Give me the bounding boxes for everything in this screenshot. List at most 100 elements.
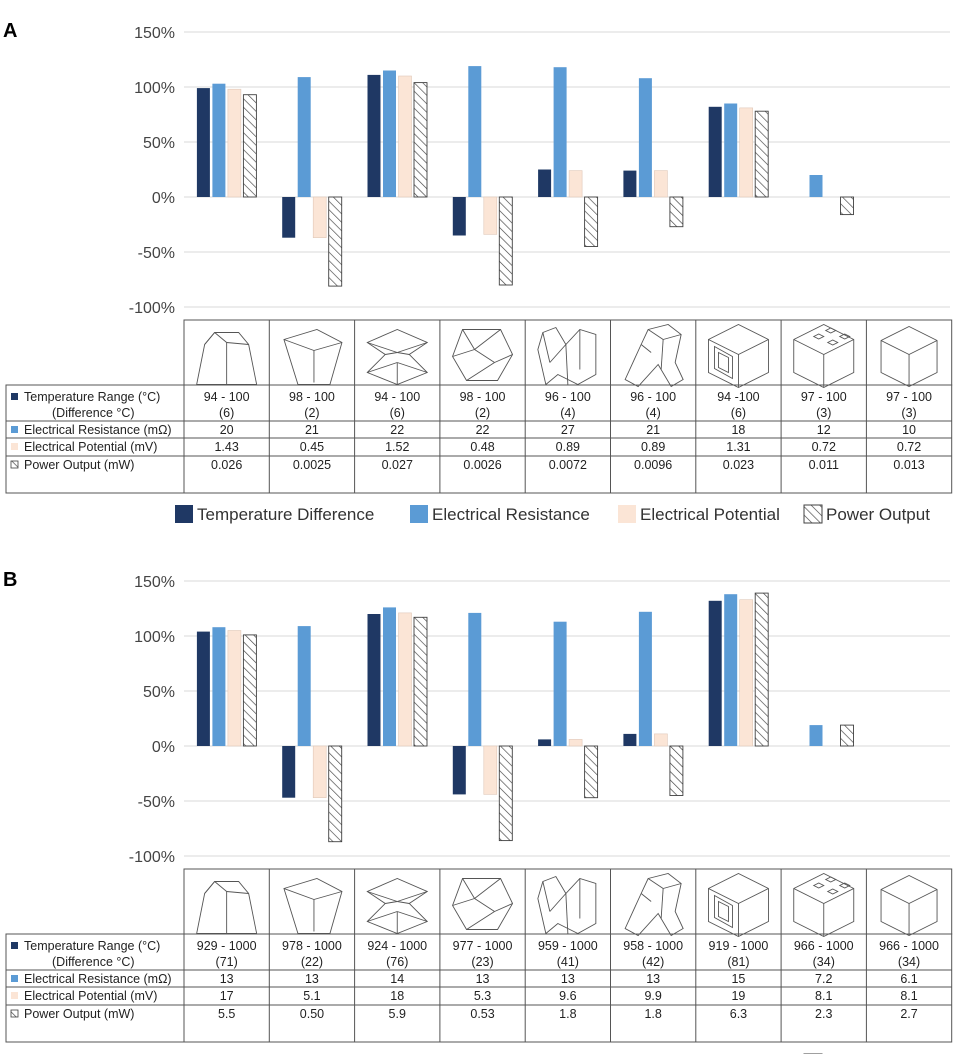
bar-resistance (724, 103, 738, 197)
cell-resistance: 22 (476, 423, 490, 437)
hollow-cube-icon (708, 323, 769, 389)
bar-resistance (553, 621, 567, 746)
folded-v-block-icon-edge (549, 344, 567, 363)
perforated-cube-icon-part (826, 339, 839, 346)
cell-resistance: 7.2 (815, 972, 832, 986)
cell-power: 5.9 (389, 1007, 406, 1021)
folded-v-block-icon-edge (542, 332, 551, 363)
cell-resistance: 13 (220, 972, 234, 986)
bar-power (669, 196, 684, 228)
cell-resistance: 27 (561, 423, 575, 437)
row-label-power: Power Output (mW) (24, 1007, 134, 1021)
faceted-polyhedron-icon-edge (474, 349, 495, 363)
cell-temp-range: 966 - 1000 (794, 939, 854, 953)
cell-temp-diff: (2) (304, 406, 319, 420)
faceted-polyhedron-icon-edge (466, 362, 495, 381)
cube-icon-edge (908, 340, 938, 355)
bar-resistance (724, 594, 738, 746)
hourglass-icon (366, 878, 429, 934)
cell-temp-range: 96 - 100 (630, 390, 676, 404)
twisted-frustum-icon-edge (283, 888, 315, 900)
hollow-cube-icon-edge (738, 339, 769, 355)
cell-potential: 0.45 (300, 440, 324, 454)
bar-temperature (282, 746, 296, 798)
hollow-cube-icon-part (714, 894, 733, 929)
cell-temp-diff: (76) (386, 955, 408, 969)
hourglass-icon-edge (397, 901, 410, 904)
y-tick-label: 150% (134, 574, 175, 591)
bar-temperature (452, 746, 466, 795)
bar-resistance (468, 66, 482, 197)
twisted-frustum-icon-part (283, 878, 343, 934)
cell-power: 2.7 (900, 1007, 917, 1021)
cell-resistance: 13 (476, 972, 490, 986)
perforated-cube-icon-part (793, 872, 855, 938)
legend-label-temperature: Temperature Difference (197, 505, 374, 524)
bent-y-block-icon-part (624, 873, 684, 937)
cell-potential: 0.72 (812, 440, 836, 454)
legend-swatch-potential (11, 443, 18, 450)
bar-resistance (297, 77, 311, 197)
bar-power (242, 94, 257, 198)
bar-temperature (708, 106, 722, 197)
cell-potential: 5.1 (303, 989, 320, 1003)
cell-potential: 17 (220, 989, 234, 1003)
legend-swatch-temperature (11, 942, 18, 949)
frustum-icon-edge (226, 891, 249, 894)
y-tick-label: 100% (134, 80, 175, 97)
legend-label-resistance: Electrical Resistance (432, 505, 590, 524)
cell-power: 6.3 (730, 1007, 747, 1021)
cell-power: 1.8 (559, 1007, 576, 1021)
panel-a: A 150% 100% 50% 0% -50% -100% Temperature Range… (3, 20, 953, 524)
cell-temp-diff: (6) (390, 406, 405, 420)
faceted-polyhedron-icon-edge (466, 911, 495, 930)
cell-temp-diff: (3) (816, 406, 831, 420)
hourglass-icon-edge (367, 342, 398, 353)
shape-row-border (183, 868, 953, 935)
shape-row-border (183, 319, 953, 386)
faceted-polyhedron-icon-edge (474, 898, 495, 912)
cell-temp-range: 96 - 100 (545, 390, 591, 404)
cell-temp-diff: (6) (731, 406, 746, 420)
row-label-resistance: Electrical Resistance (mΩ) (24, 972, 172, 986)
faceted-polyhedron-icon-edge (494, 903, 513, 912)
hollow-cube-icon-part (708, 323, 769, 389)
bent-y-block-icon-part (624, 324, 684, 388)
bar-resistance (638, 611, 652, 746)
cell-resistance: 6.1 (900, 972, 917, 986)
bar-power (840, 724, 854, 747)
cell-resistance: 13 (305, 972, 319, 986)
hollow-cube-icon-part (718, 900, 729, 923)
frustum-icon-edge (204, 332, 215, 345)
cell-temp-diff: (34) (898, 955, 920, 969)
cell-resistance: 21 (305, 423, 319, 437)
cell-temp-diff: (4) (646, 406, 661, 420)
bar-resistance (383, 607, 396, 746)
twisted-frustum-icon (283, 329, 343, 385)
cell-resistance: 10 (902, 423, 916, 437)
twisted-frustum-icon-part (283, 329, 343, 385)
frustum-icon-edge (204, 881, 215, 894)
bar-potential (568, 170, 583, 198)
frustum-icon (196, 881, 258, 934)
y-tick-label: -100% (129, 849, 175, 866)
folded-v-block-icon-edge (565, 893, 569, 934)
frustum-icon-edge (214, 881, 227, 892)
cell-potential: 0.48 (470, 440, 494, 454)
row-label-temperature-range: Temperature Range (°C) (24, 390, 160, 404)
twisted-frustum-icon-edge (313, 342, 343, 351)
faceted-polyhedron-icon-edge (452, 349, 475, 357)
bar-power (754, 110, 769, 198)
cell-temp-range: 959 - 1000 (538, 939, 598, 953)
bar-temperature (196, 631, 210, 746)
bar-potential (483, 196, 498, 235)
cell-resistance: 13 (561, 972, 575, 986)
legend-swatch-temperature (11, 393, 18, 400)
bar-power (328, 196, 343, 287)
cell-resistance: 15 (731, 972, 745, 986)
cell-power: 0.0096 (634, 458, 672, 472)
legend-label-potential: Electrical Potential (640, 505, 780, 524)
hollow-cube-icon-edge (708, 339, 739, 355)
cell-potential: 8.1 (900, 989, 917, 1003)
cell-temp-diff: (41) (557, 955, 579, 969)
